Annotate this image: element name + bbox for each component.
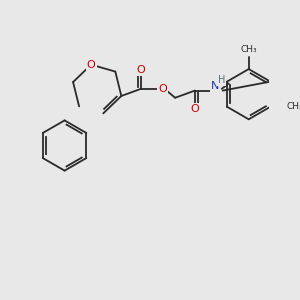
- Text: O: O: [190, 104, 199, 114]
- Text: O: O: [87, 60, 96, 70]
- Text: O: O: [137, 65, 146, 75]
- Text: CH₃: CH₃: [286, 102, 300, 111]
- Text: O: O: [158, 84, 167, 94]
- Text: N: N: [211, 81, 220, 91]
- Text: H: H: [218, 75, 226, 85]
- Text: CH₃: CH₃: [240, 45, 257, 54]
